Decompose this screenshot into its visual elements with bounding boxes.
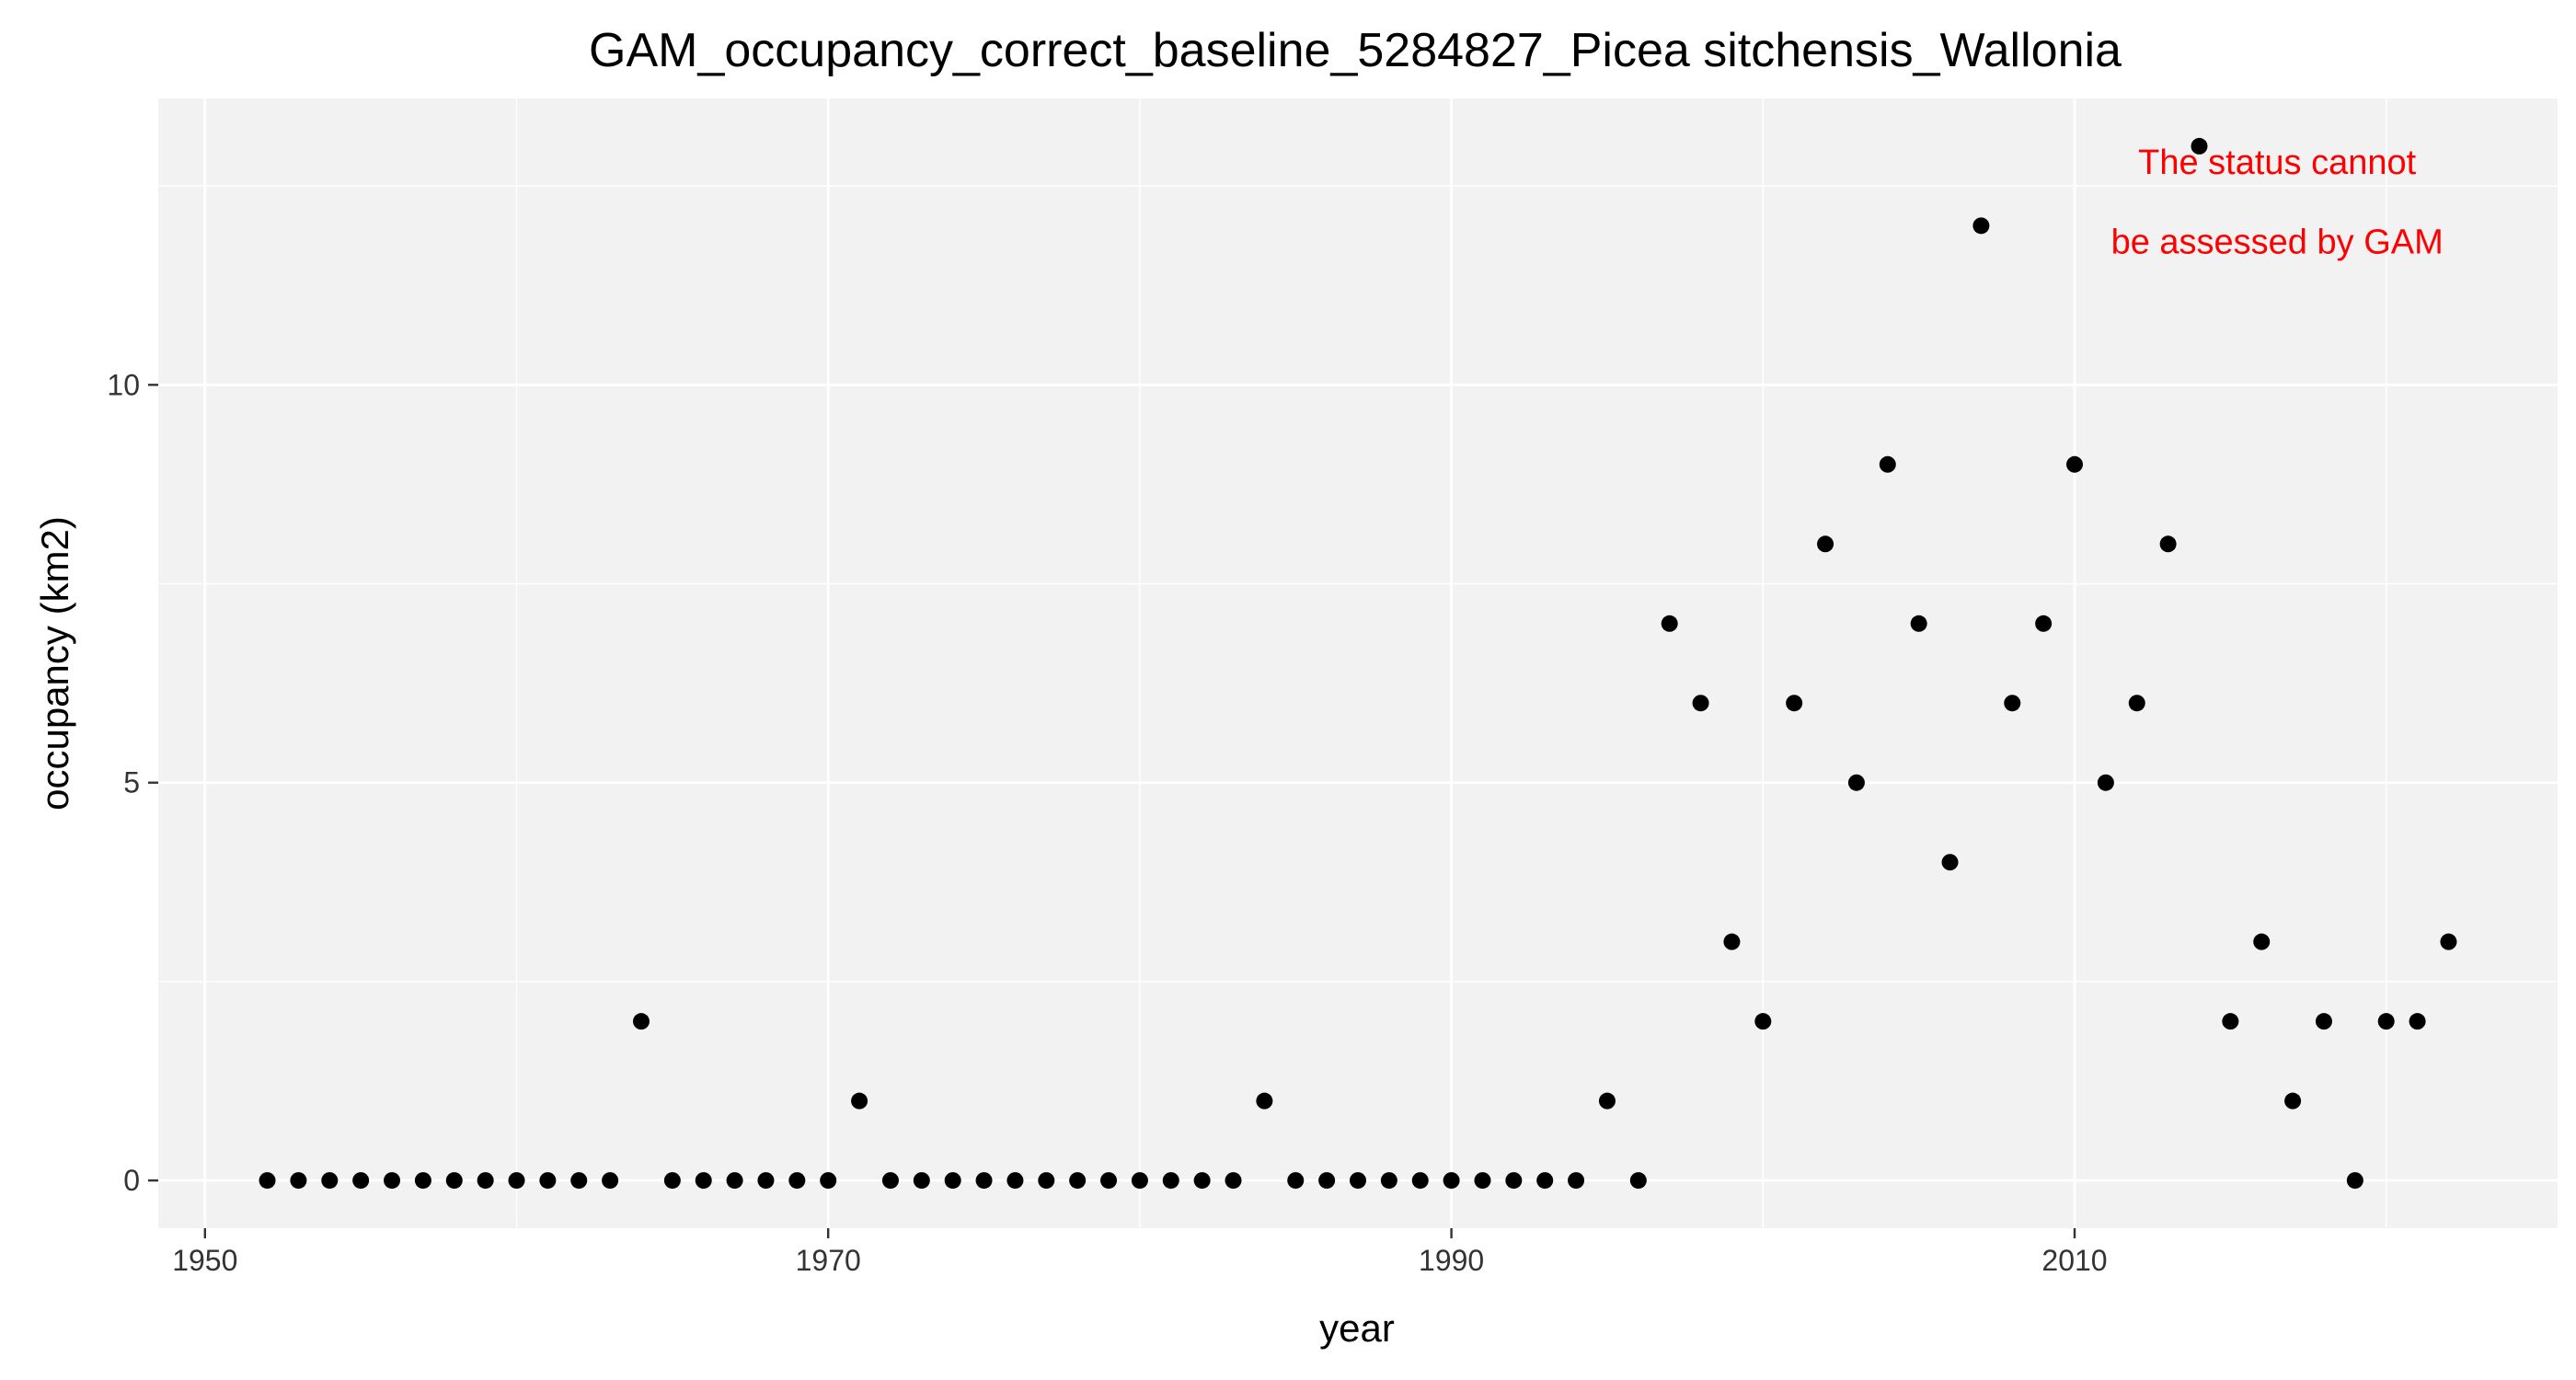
plot-panel [158,98,2558,1228]
data-point [539,1172,557,1190]
x-tick-label: 1970 [796,1244,861,1277]
data-point [1100,1172,1118,1190]
annotation-line: The status cannot [2138,144,2417,182]
data-point [1661,615,1678,632]
data-point [1723,933,1741,950]
data-point [851,1092,868,1110]
data-point [1692,695,1709,712]
data-point [1598,1092,1616,1110]
data-point [445,1172,463,1190]
data-point [321,1172,339,1190]
data-point [1411,1172,1429,1190]
data-point [1350,1172,1366,1190]
data-point [2284,1092,2302,1110]
data-point [1162,1172,1179,1190]
data-point [2191,137,2208,155]
data-point [1256,1092,1273,1110]
annotation: The status cannot be assessed by GAM [2111,144,2444,261]
data-point [975,1172,993,1190]
annotation-line: be assessed by GAM [2111,224,2444,262]
x-tick-label: 2010 [2041,1244,2107,1277]
data-point [1754,1013,1772,1030]
data-point [352,1172,370,1190]
y-tick-label: 5 [123,766,140,799]
data-point [2315,1013,2332,1030]
data-point [477,1172,494,1190]
data-point [1847,774,1865,791]
data-point [944,1172,961,1190]
data-point [1069,1172,1087,1190]
data-point [384,1172,401,1190]
grid-minor [158,98,2558,1228]
data-point [1006,1172,1024,1190]
data-point [1941,854,1959,871]
data-point [2159,535,2177,553]
data-point [788,1172,806,1190]
data-point [757,1172,775,1190]
data-point [2035,615,2053,632]
tick-labels: 1950 1970 1990 2010 0 5 10 [107,368,2107,1277]
data-point [1817,535,1834,553]
data-point [695,1172,712,1190]
data-point [2346,1172,2363,1190]
data-point [881,1172,899,1190]
data-point [2253,933,2271,950]
data-point [1131,1172,1148,1190]
data-point [1318,1172,1336,1190]
data-point [1038,1172,1055,1190]
data-points [259,137,2457,1190]
data-point [1505,1172,1523,1190]
data-point [1443,1172,1460,1190]
data-point [2409,1013,2426,1030]
data-point [1536,1172,1554,1190]
data-point [1972,217,1990,235]
data-point [1287,1172,1305,1190]
data-point [508,1172,525,1190]
x-axis-title: year [1319,1306,1395,1350]
data-point [1910,615,1927,632]
data-point [663,1172,681,1190]
grid-major [158,98,2558,1228]
data-point [2128,695,2145,712]
y-axis-title: occupancy (km2) [33,516,76,811]
data-point [1225,1172,1242,1190]
data-point [602,1172,619,1190]
data-point [290,1172,307,1190]
data-point [414,1172,431,1190]
data-point [913,1172,930,1190]
data-point [1380,1172,1397,1190]
y-tick-label: 10 [107,368,140,401]
data-point [820,1172,837,1190]
data-point [2222,1013,2239,1030]
data-point [632,1013,650,1030]
data-point [2066,455,2084,473]
data-point [1786,695,1803,712]
data-point [1629,1172,1647,1190]
x-tick-label: 1990 [1419,1244,1484,1277]
data-point [726,1172,743,1190]
data-point [2377,1013,2395,1030]
data-point [2004,695,2021,712]
data-point [2097,774,2114,791]
data-point [2440,933,2457,950]
data-point [570,1172,588,1190]
axis-ticks [148,384,2076,1238]
x-tick-label: 1950 [172,1244,237,1277]
data-point [259,1172,276,1190]
data-point [1193,1172,1211,1190]
data-point [1474,1172,1491,1190]
y-tick-label: 0 [123,1164,140,1197]
data-point [1568,1172,1585,1190]
chart-title: GAM_occupancy_correct_baseline_5284827_P… [589,24,2122,77]
data-point [1879,455,1896,473]
